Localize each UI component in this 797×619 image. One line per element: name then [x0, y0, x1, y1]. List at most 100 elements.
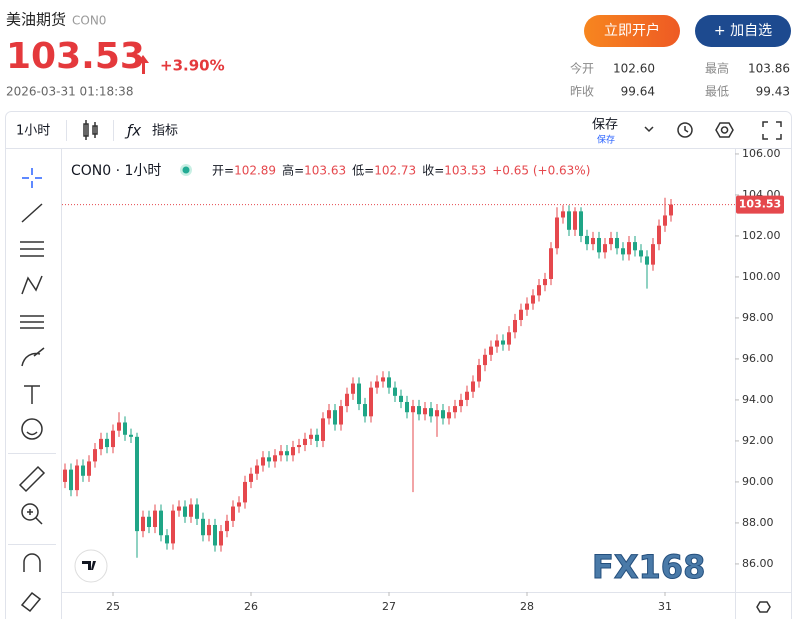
- y-tick-label: 92.00: [742, 434, 774, 447]
- candle-body: [177, 506, 181, 511]
- x-tick-label: 25: [106, 600, 120, 613]
- candle-body: [75, 465, 79, 491]
- candle-body: [567, 211, 571, 230]
- candle-body: [183, 506, 187, 517]
- price: 103.53: [6, 36, 145, 77]
- candle-body: [651, 244, 655, 265]
- symbol-name: 美油期货: [6, 11, 66, 29]
- candle-body: [369, 387, 373, 417]
- watchlist-label[interactable]: + 加自选: [714, 23, 772, 39]
- candle-body: [81, 465, 85, 476]
- candle-body: [201, 518, 205, 536]
- candle-body: [147, 516, 151, 528]
- legend-key: 高=: [282, 163, 304, 178]
- candle-body: [471, 381, 475, 392]
- chart-symbol: CON0 · 1小时: [71, 163, 161, 179]
- indicators[interactable]: 指标: [152, 124, 178, 139]
- legend-key: 低=: [352, 164, 374, 178]
- candle-body: [387, 377, 391, 388]
- stat-value: 103.86: [748, 62, 790, 76]
- candle-body: [465, 391, 469, 400]
- change-pct: +3.90%: [160, 57, 225, 75]
- candle-body: [87, 461, 91, 476]
- stat-label: 最低: [705, 85, 729, 99]
- candle-body: [573, 211, 577, 230]
- stat-value: 99.43: [756, 85, 790, 99]
- candle-body: [411, 406, 415, 413]
- candle-body: [189, 504, 193, 517]
- save-sub: 保存: [597, 134, 615, 146]
- y-tick-label: 94.00: [742, 393, 774, 406]
- candle-body: [627, 242, 631, 255]
- symbol-code: CON0: [72, 14, 106, 28]
- candle-body: [99, 438, 103, 450]
- candle-body: [381, 377, 385, 382]
- candle-body: [141, 516, 145, 532]
- drawing-tools[interactable]: [18, 168, 46, 613]
- chevron[interactable]: [644, 126, 654, 133]
- candle-body: [657, 225, 661, 245]
- watchlist-button[interactable]: [695, 15, 791, 47]
- candle-body: [243, 481, 247, 503]
- candle-body: [117, 422, 121, 431]
- candle-type-icon[interactable]: [83, 120, 98, 140]
- y-tick-label: 100.00: [742, 270, 781, 283]
- fx-icon[interactable]: ƒx: [124, 122, 141, 140]
- last-price-label: 103.53: [739, 198, 781, 211]
- candle-body: [549, 248, 553, 279]
- candle-body: [501, 340, 505, 345]
- candle-body: [219, 531, 223, 546]
- stat-value: 99.64: [621, 85, 655, 99]
- candle-body: [591, 237, 595, 245]
- fullscreen-icon[interactable]: [762, 121, 782, 140]
- candle-body: [447, 412, 451, 419]
- candle-body: [255, 465, 259, 474]
- candle-body: [513, 319, 517, 333]
- candle-body: [363, 404, 367, 417]
- candle-body: [393, 387, 397, 396]
- candle-body: [315, 434, 319, 441]
- candle-body: [609, 237, 613, 245]
- candle-body: [105, 438, 109, 448]
- candle-body: [429, 408, 433, 417]
- candle-body: [399, 395, 403, 402]
- legend-value: 103.63: [304, 164, 346, 178]
- candle-body: [543, 278, 547, 286]
- stat-label: 最高: [705, 61, 729, 76]
- candle-body: [63, 469, 67, 482]
- candle-body: [339, 406, 343, 425]
- candle-body: [555, 217, 559, 249]
- candle-body: [525, 303, 529, 310]
- candle-body: [669, 204, 673, 216]
- save[interactable]: 保存: [592, 118, 618, 133]
- stat-label: 昨收: [570, 85, 594, 99]
- axis-settings[interactable]: [756, 601, 771, 613]
- candle-body: [213, 524, 217, 546]
- y-tick-label: 96.00: [742, 352, 774, 365]
- candle-body: [483, 354, 487, 366]
- candle-body: [285, 451, 289, 456]
- candle-body: [195, 504, 199, 519]
- candle-body: [153, 510, 157, 528]
- candle-body: [453, 406, 457, 413]
- candle-body: [303, 438, 307, 446]
- alert-icon[interactable]: [677, 122, 693, 138]
- y-tick-label: 98.00: [742, 311, 774, 324]
- candle-body: [537, 285, 541, 296]
- candle-body: [237, 502, 241, 507]
- candle-body: [489, 346, 493, 355]
- settings-icon[interactable]: [715, 122, 734, 138]
- open-account-label[interactable]: 立即开户: [604, 22, 660, 39]
- candle-body: [615, 237, 619, 249]
- interval[interactable]: 1小时: [16, 124, 50, 139]
- legend-key: 收=: [422, 164, 444, 178]
- candle-body: [663, 215, 667, 226]
- up-arrow: [137, 55, 149, 74]
- open-account-button[interactable]: [584, 15, 680, 47]
- candle-body: [531, 295, 535, 304]
- candle-body: [375, 381, 379, 388]
- candle-body: [435, 410, 439, 417]
- candle-body: [291, 447, 295, 456]
- candle-body: [327, 410, 331, 419]
